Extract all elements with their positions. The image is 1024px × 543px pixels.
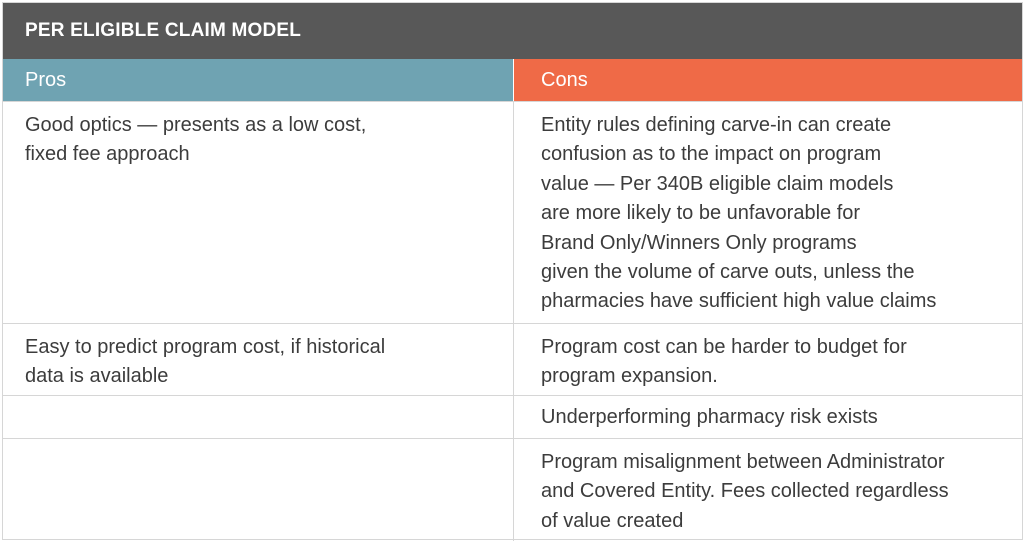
pros-cell [3,396,513,438]
pros-cell [3,439,513,541]
table-row: Good optics — presents as a low cost, fi… [3,101,1022,323]
cons-cell: Underperforming pharmacy risk exists [513,396,1022,438]
pros-cell: Easy to predict program cost, if histori… [25,336,386,388]
pros-cell: Good optics — presents as a low cost, fi… [25,114,367,166]
cons-cell: Program cost can be harder to budget for… [513,324,1022,395]
cons-header: Cons [513,59,1022,101]
table-row: Easy to predict program cost, if histori… [3,323,1022,395]
cons-cell: Program misalignment between Administrat… [513,439,1022,541]
table-row: Underperforming pharmacy risk exists [3,395,1022,438]
pros-header: Pros [3,59,513,101]
table-title: PER ELIGIBLE CLAIM MODEL [3,3,1022,59]
cons-cell: Entity rules defining carve-in can creat… [513,102,1022,323]
table-row: Program misalignment between Administrat… [3,438,1022,541]
header-row: Pros Cons [3,59,1022,101]
